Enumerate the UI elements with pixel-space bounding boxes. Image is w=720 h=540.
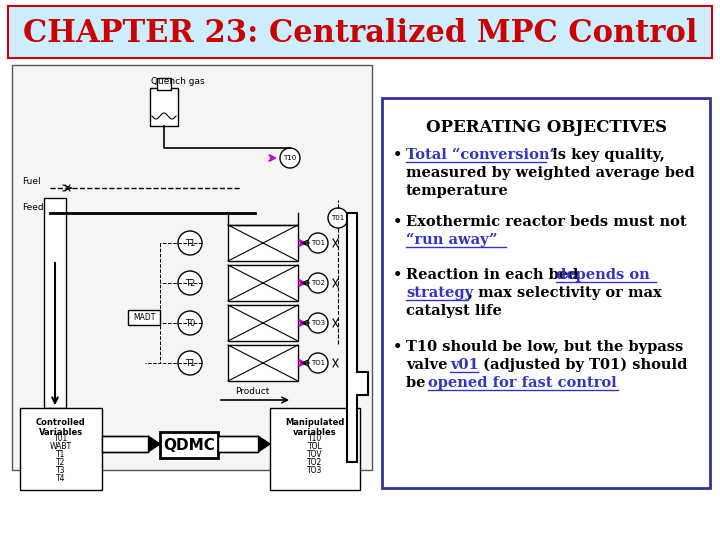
Text: T01: T01: [331, 215, 345, 221]
Text: T0: T0: [185, 319, 195, 327]
Bar: [44, 198, 66, 408]
Circle shape: [308, 313, 328, 333]
Text: T1: T1: [56, 450, 66, 459]
Text: v01: v01: [450, 358, 479, 372]
Text: temperature: temperature: [406, 184, 509, 198]
Text: Fuel: Fuel: [22, 178, 40, 186]
Text: Product: Product: [235, 388, 269, 396]
Polygon shape: [102, 436, 148, 452]
Text: TO1: TO1: [311, 360, 325, 366]
Circle shape: [178, 351, 202, 375]
Bar: [228, 345, 298, 381]
Text: TO2: TO2: [307, 458, 323, 467]
Bar: [8, 6, 712, 58]
Text: (adjusted by T01) should: (adjusted by T01) should: [478, 358, 688, 373]
Text: T10 should be low, but the bypass: T10 should be low, but the bypass: [406, 340, 683, 354]
Bar: [157, 78, 171, 90]
Circle shape: [178, 231, 202, 255]
Text: QDMC: QDMC: [163, 437, 215, 453]
Text: strategy: strategy: [406, 286, 473, 300]
Text: “run away”: “run away”: [406, 233, 498, 247]
Text: T10: T10: [308, 434, 322, 443]
Bar: [12, 65, 372, 470]
Text: TO2: TO2: [311, 280, 325, 286]
Text: opened for fast control: opened for fast control: [428, 376, 617, 390]
Text: MADT: MADT: [132, 314, 156, 322]
Text: Exothermic reactor beds must not: Exothermic reactor beds must not: [406, 215, 687, 229]
Text: •: •: [393, 215, 402, 229]
Text: T01: T01: [54, 434, 68, 443]
Polygon shape: [258, 436, 270, 452]
Text: •: •: [393, 340, 402, 354]
Text: T10: T10: [284, 155, 297, 161]
Circle shape: [308, 353, 328, 373]
Text: T1: T1: [185, 359, 195, 368]
Text: Manipulated
variables: Manipulated variables: [285, 418, 345, 437]
Text: T1: T1: [185, 239, 195, 247]
Bar: [150, 88, 178, 126]
Text: T3: T3: [56, 466, 66, 475]
Polygon shape: [148, 436, 160, 452]
Text: T2: T2: [56, 458, 66, 467]
Bar: [128, 310, 160, 325]
Text: TOL: TOL: [307, 442, 323, 451]
Text: Quench gas: Quench gas: [151, 78, 204, 86]
Text: T2: T2: [185, 279, 195, 287]
Text: Controlled
Variables: Controlled Variables: [36, 418, 86, 437]
Circle shape: [308, 233, 328, 253]
Text: WABT: WABT: [50, 442, 72, 451]
Circle shape: [178, 311, 202, 335]
Text: Feed: Feed: [22, 202, 44, 212]
Text: CHAPTER 23: Centralized MPC Control: CHAPTER 23: Centralized MPC Control: [23, 18, 697, 50]
Circle shape: [178, 271, 202, 295]
Circle shape: [308, 273, 328, 293]
Text: measured by weighted average bed: measured by weighted average bed: [406, 166, 695, 180]
Text: valve: valve: [406, 358, 453, 372]
Text: Reaction in each bed: Reaction in each bed: [406, 268, 583, 282]
Text: TOV: TOV: [307, 450, 323, 459]
Text: T4: T4: [56, 474, 66, 483]
Bar: [20, 408, 102, 490]
Text: TO1: TO1: [311, 240, 325, 246]
Text: Total “conversion”: Total “conversion”: [406, 148, 558, 162]
Bar: [160, 432, 218, 458]
Text: OPERATING OBJECTIVES: OPERATING OBJECTIVES: [426, 119, 667, 137]
Circle shape: [328, 208, 348, 228]
Polygon shape: [218, 436, 258, 452]
Text: is key quality,: is key quality,: [547, 148, 665, 162]
Text: •: •: [393, 148, 402, 162]
Bar: [228, 225, 298, 261]
Text: TO3: TO3: [307, 466, 323, 475]
Text: , max selectivity or max: , max selectivity or max: [468, 286, 662, 300]
Bar: [270, 408, 360, 490]
Text: TO3: TO3: [311, 320, 325, 326]
Circle shape: [280, 148, 300, 168]
Polygon shape: [347, 213, 368, 462]
Text: catalyst life: catalyst life: [406, 304, 502, 318]
Bar: [382, 98, 710, 488]
Text: depends on: depends on: [556, 268, 649, 282]
Text: be: be: [406, 376, 431, 390]
Bar: [228, 305, 298, 341]
Bar: [228, 265, 298, 301]
Text: •: •: [393, 268, 402, 282]
